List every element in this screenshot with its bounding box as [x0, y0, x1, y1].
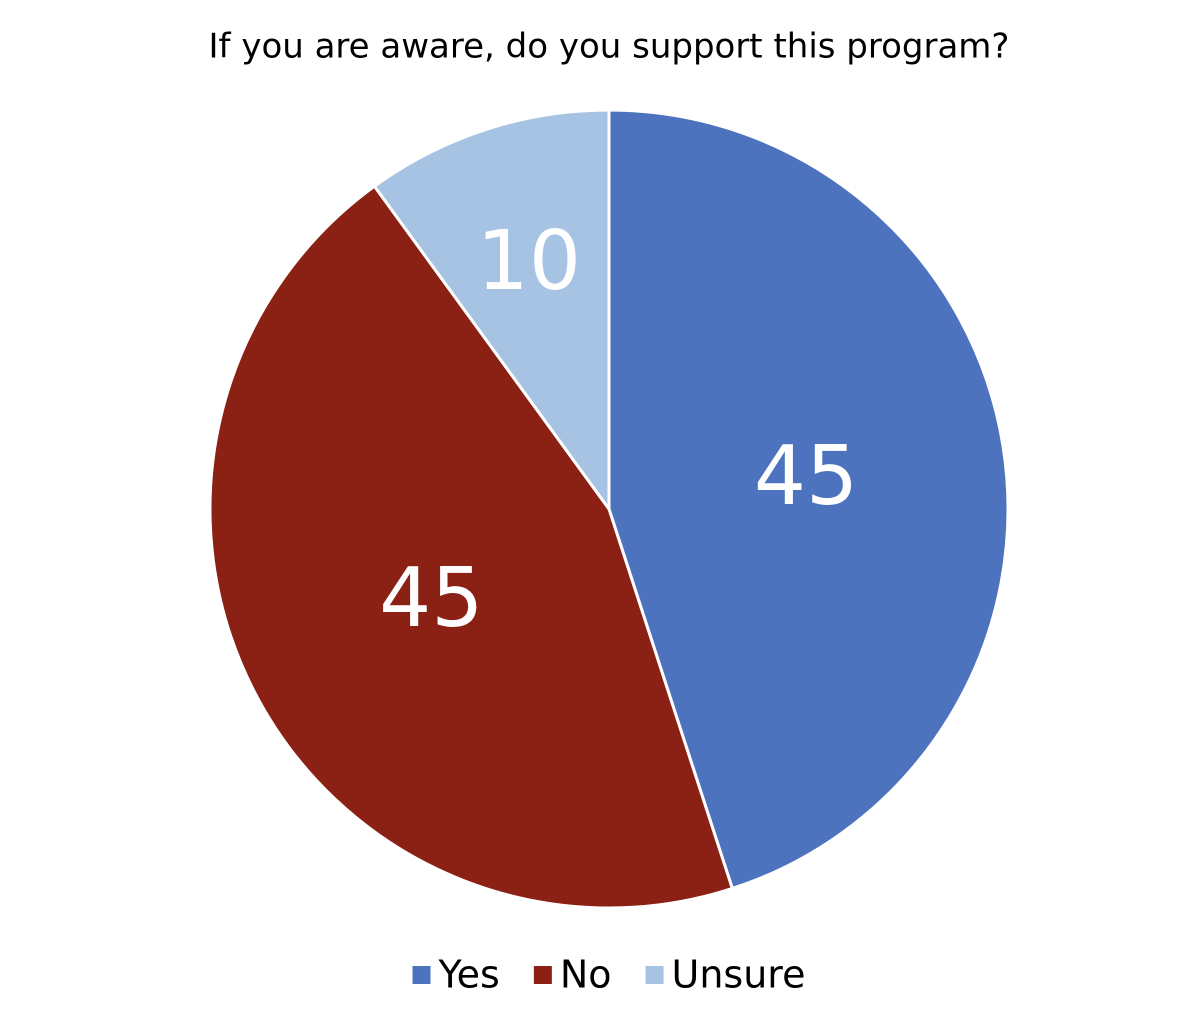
- chart-title: If you are aware, do you support this pr…: [209, 27, 1010, 67]
- legend-label: No: [560, 953, 612, 997]
- pie-slice: [372, 108, 611, 514]
- legend-swatch: [645, 966, 664, 984]
- legend-swatch: [412, 966, 431, 984]
- pie-slice: [208, 184, 735, 910]
- legend-swatch: [533, 966, 552, 984]
- legend-label: Yes: [438, 953, 500, 997]
- legend-label: Unsure: [672, 953, 806, 997]
- value-label: 45: [379, 551, 483, 646]
- pie-slice: [607, 108, 1010, 891]
- value-label: 10: [477, 214, 581, 309]
- value-label: 45: [754, 429, 858, 524]
